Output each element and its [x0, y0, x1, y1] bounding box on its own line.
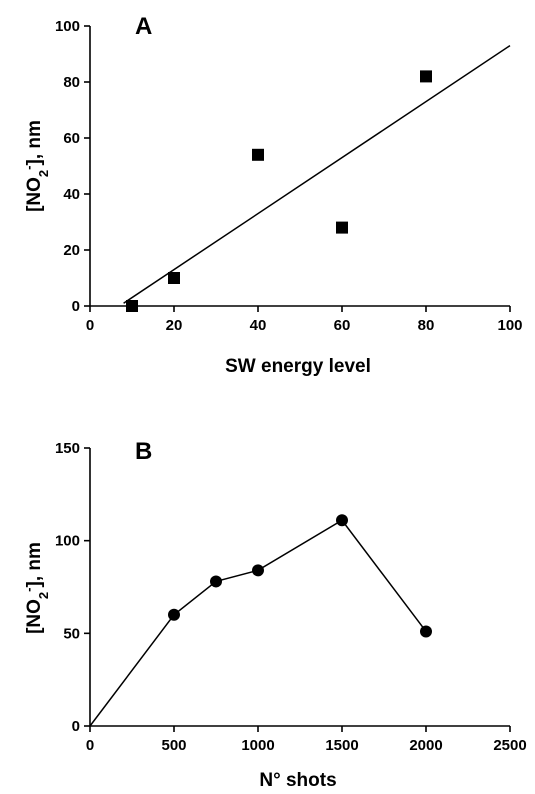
x-tick-label: 80 [418, 317, 435, 334]
x-tick-label: 2000 [409, 737, 442, 754]
x-tick-label: 1000 [241, 737, 274, 754]
x-axis-label-b: N° shots [259, 770, 336, 791]
data-point [336, 514, 348, 527]
panel-label-a: A [135, 13, 152, 40]
x-tick-label: 20 [166, 317, 183, 334]
y-tick-label: 100 [55, 18, 80, 35]
axes-a: 0 20 40 60 80 100 0 20 40 60 80 100 [55, 18, 523, 334]
data-point [420, 70, 432, 83]
x-tick-label: 40 [250, 317, 267, 334]
y-tick-label: 60 [63, 130, 80, 147]
x-axis-label-a: SW energy level [225, 356, 371, 377]
axes-b: 0 500 1000 1500 2000 2500 0 50 100 150 [55, 440, 527, 754]
y-tick-label: 150 [55, 440, 80, 457]
data-marks-b [89, 514, 432, 727]
data-point [252, 148, 264, 161]
y-tick-label: 20 [63, 242, 80, 259]
data-point [420, 625, 432, 638]
chart-panel-b: B N° shots [NO2-], nm 0 500 1000 1500 2000 25… [21, 438, 527, 791]
data-point [210, 575, 222, 588]
y-tick-label: 50 [63, 625, 80, 642]
data-point [336, 221, 348, 234]
x-tick-label: 0 [86, 317, 94, 334]
y-tick-label: 80 [63, 74, 80, 91]
data-point [168, 272, 180, 284]
y-tick-label: 40 [63, 186, 80, 203]
x-tick-label: 500 [161, 737, 186, 754]
y-tick-label: 0 [72, 298, 80, 315]
panel-label-b: B [135, 438, 152, 465]
data-point [126, 300, 138, 312]
data-point [252, 564, 264, 577]
x-tick-label: 2500 [493, 737, 526, 754]
y-tick-label: 0 [72, 718, 80, 735]
x-tick-label: 60 [334, 317, 351, 334]
data-marks-a [123, 44, 511, 312]
y-tick-label: 100 [55, 533, 80, 550]
x-tick-label: 100 [497, 317, 522, 334]
x-tick-label: 1500 [325, 737, 358, 754]
chart-panel-a: A SW energy level [NO2-], nm 0 20 40 60 80 10… [21, 13, 523, 377]
regression-line [123, 44, 511, 304]
data-point [168, 608, 180, 621]
series-line [89, 519, 427, 727]
y-axis-label-b: [NO2-], nm [21, 542, 51, 634]
x-tick-label: 0 [86, 737, 94, 754]
y-axis-label-a: [NO2-], nm [21, 120, 51, 212]
